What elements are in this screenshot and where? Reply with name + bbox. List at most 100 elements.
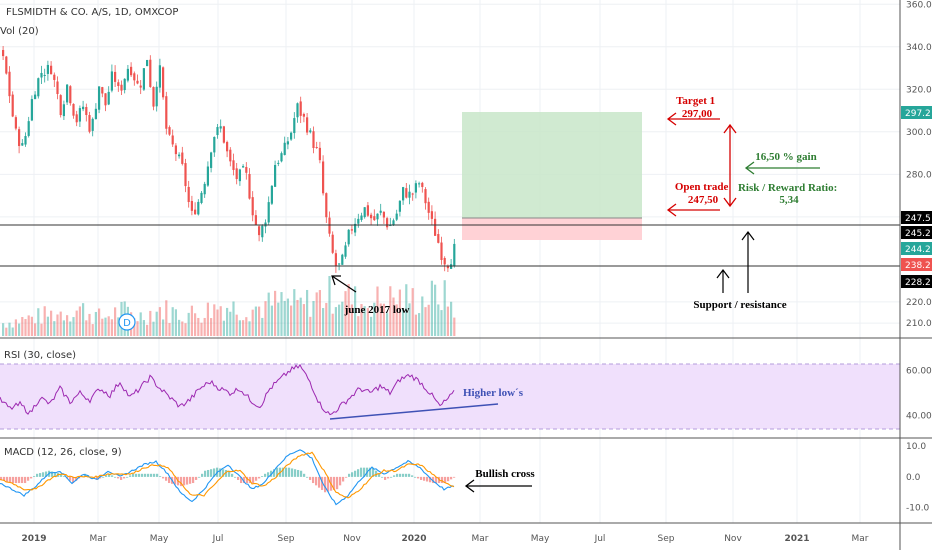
macd-histogram-bar: [192, 476, 195, 484]
rsi-tick-label: 40.00: [906, 412, 932, 422]
target-line-2: 297,00: [682, 108, 713, 120]
candle-body: [235, 168, 238, 180]
time-axis: 2019 Mar May Jul Sep Nov 2020 Mar May Jul Sep Nov 20…: [21, 534, 868, 544]
volume-bar: [331, 313, 334, 336]
candle-body: [370, 214, 373, 219]
volume-bar: [261, 317, 264, 336]
macd-histogram-bar: [276, 467, 279, 477]
macd-histogram-bar: [348, 473, 351, 477]
open-trade-line-2: 247,50: [688, 194, 719, 206]
macd-histogram-bar: [21, 476, 24, 484]
macd-histogram-bar: [426, 476, 429, 482]
support-arrow-1-head: [716, 269, 730, 279]
price-label-text: 228.2: [905, 278, 931, 288]
volume-bar: [187, 312, 190, 336]
gain-arrow-head: [744, 161, 755, 175]
volume-bar: [194, 313, 197, 336]
price-tick-label: 360.0: [906, 0, 932, 10]
candle-body: [312, 131, 315, 149]
candle-body: [142, 68, 145, 90]
volume-bar: [251, 309, 254, 336]
volume-bar: [373, 302, 376, 336]
candle-body: [37, 78, 40, 97]
volume-bar: [203, 317, 206, 336]
volume-bar: [344, 291, 347, 336]
candle-body: [72, 103, 75, 116]
candle-body: [88, 115, 91, 132]
volume-bar: [370, 316, 373, 336]
macd-histogram-bar: [282, 467, 285, 477]
volume-bar: [318, 290, 321, 336]
volume-bar: [434, 284, 437, 336]
time-tick-label: Nov: [724, 534, 742, 544]
volume-bar: [229, 311, 232, 336]
time-tick-label: May: [150, 534, 169, 544]
macd-histogram-bar: [375, 470, 378, 477]
volume-bar: [82, 303, 85, 336]
candle-body: [11, 94, 14, 117]
volume-bar: [376, 286, 379, 336]
candle-body: [347, 229, 350, 245]
macd-histogram-bar: [132, 473, 135, 477]
candle-body: [197, 201, 200, 215]
candle-body: [306, 117, 309, 133]
macd-histogram-bar: [0, 476, 3, 480]
candle-body: [50, 65, 53, 75]
macd-histogram-bar: [123, 476, 126, 479]
macd-histogram-bar: [6, 476, 9, 482]
candle-body: [152, 87, 155, 107]
volume-bar: [85, 320, 88, 336]
volume-bar: [450, 301, 453, 336]
volume-bars: [2, 275, 456, 336]
candle-body: [421, 182, 424, 188]
macd-histogram-bar: [405, 473, 408, 477]
candle-body: [130, 66, 133, 76]
open-trade-arrow-head: [666, 203, 677, 217]
candle-body: [165, 96, 168, 129]
volume-bar: [2, 323, 5, 336]
volume-bar: [174, 309, 177, 336]
volume-bar: [110, 319, 113, 336]
volume-bar: [75, 310, 78, 336]
candle-body: [373, 216, 376, 221]
macd-histogram-bar: [114, 476, 117, 478]
candle-body: [171, 135, 174, 145]
macd-histogram-bar: [372, 467, 375, 477]
time-tick-label: 2019: [21, 534, 46, 544]
volume-bar: [296, 299, 299, 336]
macd-histogram-bar: [273, 469, 276, 477]
macd-histogram-bar: [432, 476, 435, 484]
macd-histogram-bar: [120, 476, 123, 480]
candle-body: [293, 118, 296, 134]
volume-bar: [216, 309, 219, 336]
macd-histogram-bar: [18, 476, 21, 484]
candle-body: [366, 205, 369, 216]
volume-bar: [165, 300, 168, 336]
macd-histogram-bar: [384, 476, 387, 480]
macd-histogram-bar: [234, 476, 237, 478]
macd-histogram-bar: [222, 469, 225, 477]
macd-histogram-bar: [288, 467, 291, 477]
candle-body: [229, 149, 232, 162]
macd-histogram-bar: [54, 472, 57, 477]
volume-bar: [78, 306, 81, 336]
dividend-marker[interactable]: [118, 313, 136, 331]
volume-bar: [190, 305, 193, 336]
target-zone: [462, 112, 642, 218]
volume-bar: [50, 310, 53, 336]
volume-bar: [142, 320, 145, 336]
volume-bar: [443, 280, 446, 336]
candle-body: [338, 263, 341, 265]
volume-bar: [219, 306, 222, 336]
candle-body: [334, 253, 337, 266]
price-tick-label: 210.0: [906, 319, 932, 329]
macd-histogram-bar: [99, 476, 102, 479]
volume-bar: [392, 297, 395, 336]
target-annotation: Target 1 297,00: [676, 95, 715, 120]
volume-bar: [414, 314, 417, 336]
volume-bar: [453, 317, 456, 336]
price-label-box: [901, 226, 932, 239]
macd-histogram-bar: [291, 468, 294, 477]
candle-body: [325, 193, 328, 218]
macd-histogram-bar: [159, 476, 162, 477]
